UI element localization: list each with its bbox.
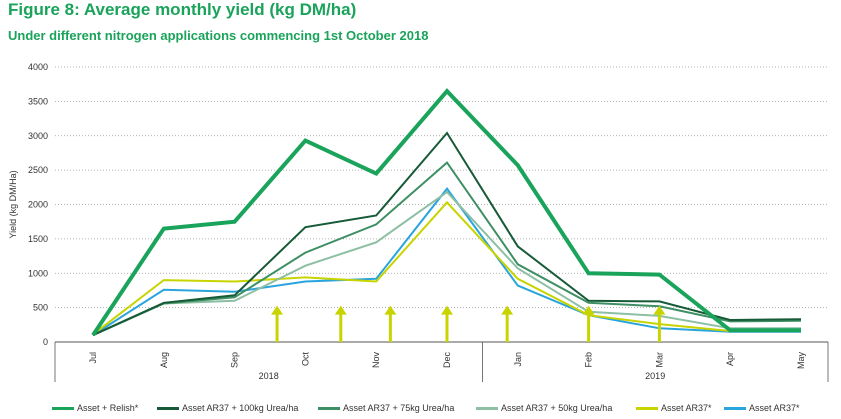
x-tick-label: Aug: [159, 352, 169, 368]
legend-label: Asset AR37 + 75kg Urea/ha: [343, 403, 455, 413]
legend-label: Asset AR37 + 100kg Urea/ha: [182, 403, 299, 413]
application-arrow-head: [271, 305, 284, 315]
year-label: 2019: [645, 371, 665, 381]
legend-swatch: [318, 406, 340, 410]
y-tick-label: 3500: [28, 96, 48, 106]
x-tick-label: Nov: [371, 352, 381, 369]
legend-label: Asset + Relish*: [77, 403, 139, 413]
y-tick-label: 3000: [28, 131, 48, 141]
y-tick-label: 1000: [28, 268, 48, 278]
x-tick-label: Jan: [513, 352, 523, 367]
legend-item: Asset + Relish*: [52, 403, 138, 413]
legend-swatch: [157, 406, 179, 410]
application-arrow-head: [582, 305, 595, 315]
y-tick-label: 1500: [28, 234, 48, 244]
application-arrow-head: [384, 305, 397, 315]
legend-swatch: [636, 406, 658, 410]
legend-item: Asset AR37 + 100kg Urea/ha: [157, 403, 298, 413]
series-line: [91, 88, 801, 337]
legend-label: Asset AR37*: [749, 403, 800, 413]
x-tick-label: Sep: [230, 352, 240, 368]
x-tick-label: Oct: [300, 352, 310, 367]
chart-subtitle: Under different nitrogen applications co…: [8, 28, 429, 43]
series-line: [92, 190, 801, 337]
series-line: [92, 200, 801, 336]
series-line: [92, 161, 802, 337]
y-tick-label: 500: [33, 303, 48, 313]
chart-title: Figure 8: Average monthly yield (kg DM/h…: [8, 0, 357, 19]
legend-label: Asset AR37 + 50kg Urea/ha: [501, 403, 613, 413]
legend-swatch: [52, 406, 74, 410]
legend-item: Asset AR37*: [724, 403, 800, 413]
x-tick-label: Jul: [88, 352, 98, 364]
x-tick-label: May: [796, 352, 806, 370]
legend-swatch: [724, 406, 746, 410]
series-line: [92, 131, 802, 337]
y-tick-label: 4000: [28, 62, 48, 72]
legend-swatch: [476, 406, 498, 410]
x-tick-label: Feb: [584, 352, 594, 368]
x-tick-label: Mar: [654, 352, 664, 368]
series-line: [92, 187, 801, 336]
legend-item: Asset AR37 + 75kg Urea/ha: [318, 403, 454, 413]
x-tick-label: Dec: [442, 352, 452, 369]
y-tick-label: 2000: [28, 200, 48, 210]
line-chart: 0 500 1000 1500 2000 2500 3000 3500 4000 Jul Aug Se…: [8, 62, 829, 382]
y-axis-label: Yield (kg DM/Ha): [8, 170, 18, 238]
application-arrow-head: [501, 305, 514, 315]
legend-item: Asset AR37 + 50kg Urea/ha: [476, 403, 612, 413]
legend-label: Asset AR37*: [661, 403, 712, 413]
chart-legend: Asset + Relish* Asset AR37 + 100kg Urea/h…: [0, 403, 841, 417]
application-arrow-head: [653, 305, 666, 315]
application-arrow-head: [334, 305, 347, 315]
legend-item: Asset AR37*: [636, 403, 712, 413]
y-tick-label: 2500: [28, 165, 48, 175]
application-arrow-head: [441, 305, 453, 315]
year-label: 2018: [259, 371, 279, 381]
y-tick-label: 0: [43, 337, 48, 347]
x-tick-label: Apr: [725, 352, 735, 366]
